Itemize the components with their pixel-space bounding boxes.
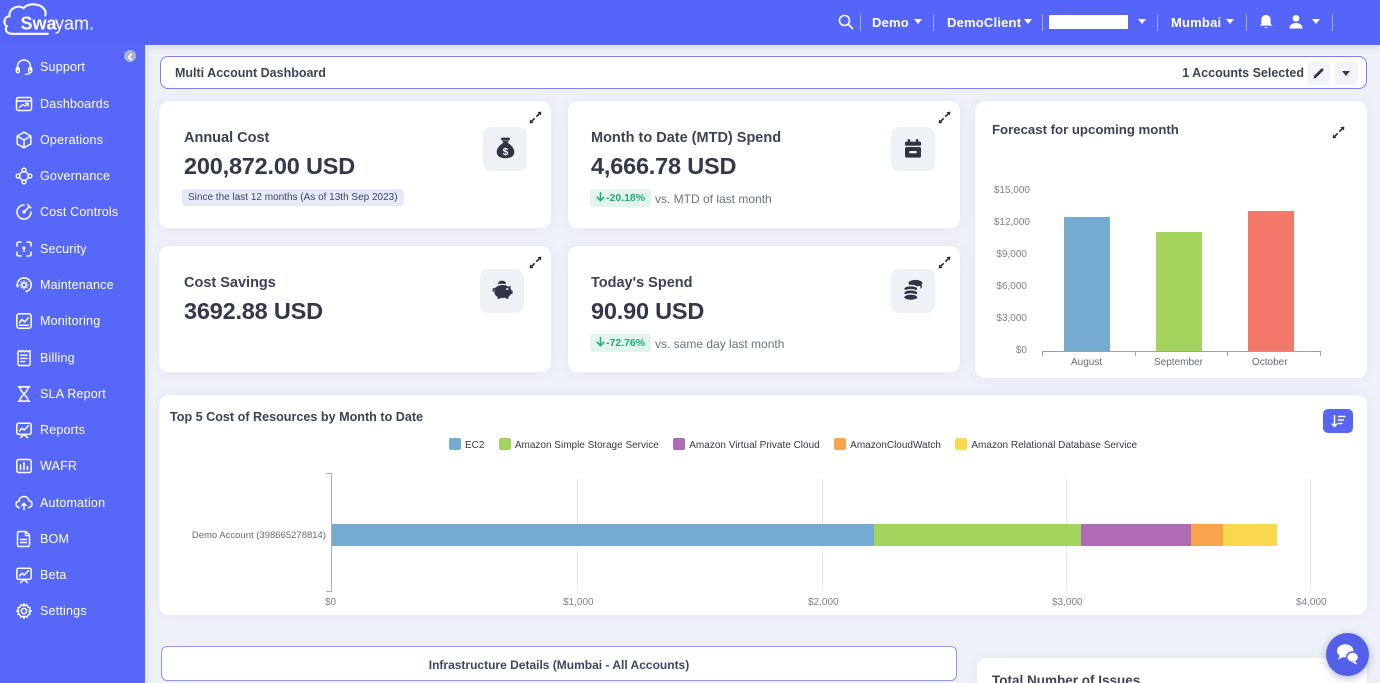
svg-text:yam.: yam. [55,14,94,34]
svg-text:$: $ [503,147,509,158]
svg-text:Swa: Swa [21,14,58,34]
